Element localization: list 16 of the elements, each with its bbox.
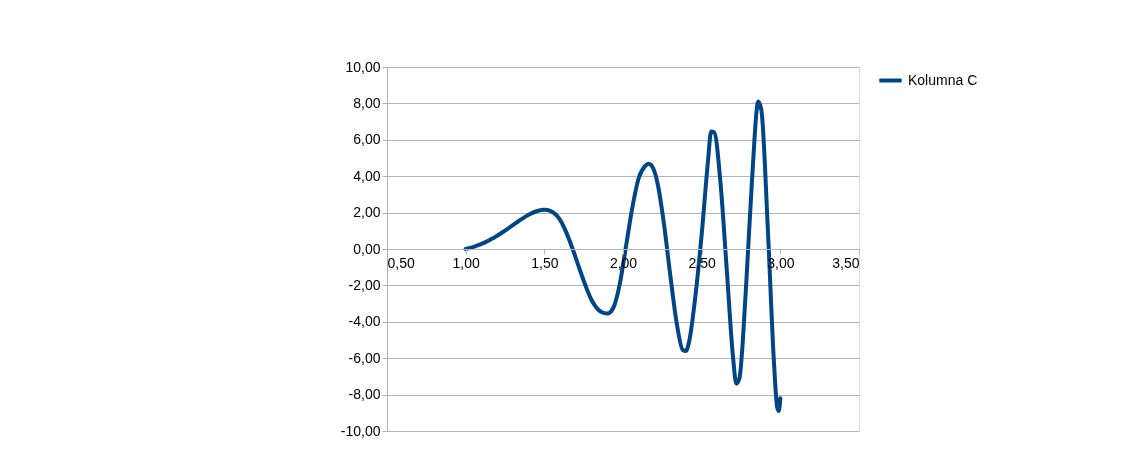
legend-label: Kolumna C <box>908 71 978 88</box>
y-tick-label: -2,00 <box>348 276 381 293</box>
y-tick-label: -8,00 <box>348 386 381 403</box>
y-tick-label: -6,00 <box>348 349 381 366</box>
y-tick-label: -10,00 <box>340 422 381 439</box>
y-tick-label: -4,00 <box>348 313 381 330</box>
x-tick-label: 1,50 <box>531 254 559 271</box>
y-tick-label: 10,00 <box>345 58 381 75</box>
y-tick-label: 8,00 <box>353 94 381 111</box>
x-tick-label: 0,50 <box>387 254 415 271</box>
x-tick-label: 3,50 <box>832 254 860 271</box>
x-tick-label: 1,00 <box>452 254 480 271</box>
y-tick-label: 0,00 <box>353 240 381 257</box>
y-tick-label: 4,00 <box>353 167 381 184</box>
y-tick-label: 6,00 <box>353 131 381 148</box>
y-tick-label: 2,00 <box>353 204 381 221</box>
